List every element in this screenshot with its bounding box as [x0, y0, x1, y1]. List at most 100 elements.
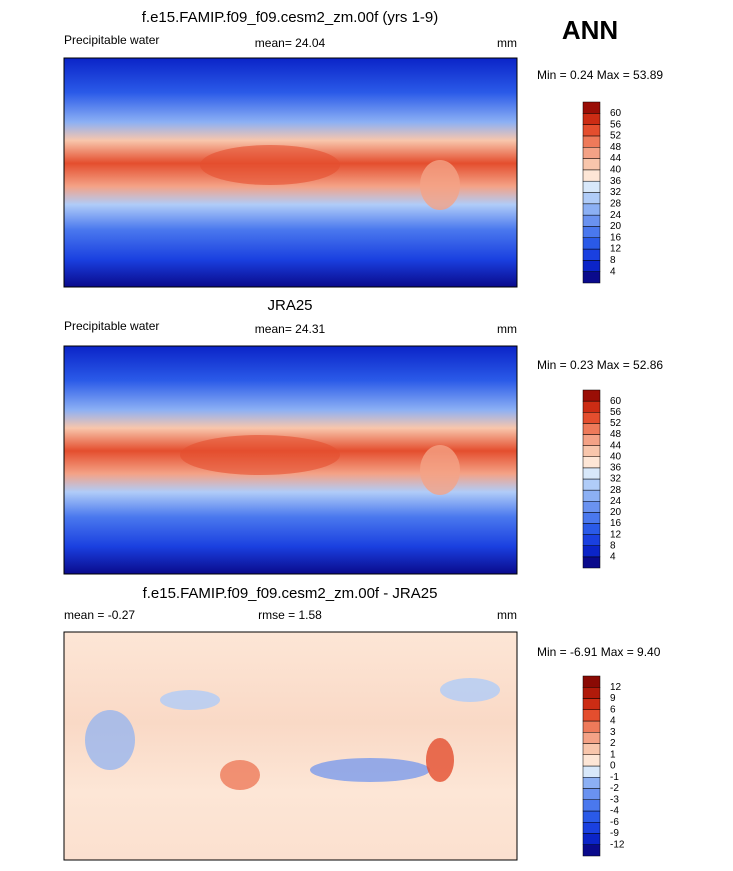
colorbar-box: [582, 180, 601, 193]
colorbar-label: 28: [610, 485, 622, 496]
min-max: Min = 0.24 Max = 53.89: [537, 68, 663, 82]
colorbar-label: -4: [610, 806, 619, 817]
colorbar-box: [582, 810, 601, 823]
colorbar-box: [582, 101, 601, 114]
colorbar-box: [582, 169, 601, 182]
colorbar-box: [582, 456, 601, 469]
colorbar-box: [582, 389, 601, 402]
colorbar-label: 2: [610, 738, 616, 749]
colorbar-box: [582, 754, 601, 767]
colorbar-label: 40: [610, 165, 622, 176]
colorbar-label: 1: [610, 749, 616, 760]
colorbar-label: 24: [610, 496, 622, 507]
colorbar-label: -6: [610, 817, 619, 828]
colorbar-label: 52: [610, 418, 622, 429]
panel-unit: mm: [497, 608, 517, 622]
panel-unit: mm: [497, 322, 517, 336]
colorbar-label: 20: [610, 507, 622, 518]
colorbar-label: 40: [610, 451, 622, 462]
panel-left-label: Precipitable water: [64, 33, 159, 47]
colorbar-box: [582, 844, 601, 857]
panel-title: f.e15.FAMIP.f09_f09.cesm2_zm.00f - JRA25: [143, 585, 438, 602]
colorbar-box: [582, 260, 601, 272]
panel-center-label: mean= 24.31: [255, 322, 326, 336]
colorbar-box: [582, 777, 601, 789]
colorbar-box: [582, 489, 601, 502]
colorbar-box: [582, 135, 601, 148]
colorbar-box: [582, 501, 601, 513]
colorbar-label: 56: [610, 407, 622, 418]
colorbar-box: [582, 556, 601, 569]
colorbar-box: [582, 523, 601, 535]
colorbar-label: 60: [610, 108, 622, 119]
colorbar-box: [582, 534, 601, 546]
colorbar-label: 56: [610, 119, 622, 130]
colorbar-box: [582, 271, 601, 284]
colorbar-box: [582, 822, 601, 834]
colorbar-box: [582, 445, 601, 457]
panel-unit: mm: [497, 36, 517, 50]
colorbar-box: [582, 765, 601, 778]
colorbar-box: [582, 412, 601, 424]
colorbar-box: [582, 512, 601, 524]
panel-title: JRA25: [267, 297, 312, 314]
colorbar-box: [582, 545, 601, 558]
colorbar-label: 9: [610, 693, 616, 704]
colorbar-box: [582, 743, 601, 755]
min-max: Min = 0.23 Max = 52.86: [537, 358, 663, 372]
colorbar-box: [582, 158, 601, 171]
colorbar-label: 3: [610, 727, 616, 738]
colorbar-label: 6: [610, 704, 616, 715]
colorbar-box: [582, 192, 601, 205]
map: [63, 345, 518, 575]
map: [63, 631, 518, 861]
colorbar-label: 4: [610, 716, 616, 727]
colorbar-label: 24: [610, 210, 622, 221]
colorbar-label: 12: [610, 244, 622, 255]
colorbar-label: 48: [610, 429, 622, 440]
colorbar-box: [582, 400, 601, 413]
colorbar-label: 44: [610, 440, 622, 451]
colorbar-box: [582, 799, 601, 812]
colorbar-box: [582, 226, 601, 238]
colorbar-box: [582, 698, 601, 710]
colorbar-box: [582, 124, 601, 137]
colorbar-label: 0: [610, 761, 616, 772]
panel-left-label: Precipitable water: [64, 319, 159, 333]
colorbar-label: 48: [610, 142, 622, 153]
colorbar-box: [582, 833, 601, 845]
colorbar-label: -9: [610, 828, 619, 839]
colorbar-box: [582, 467, 601, 480]
colorbar-label: -3: [610, 794, 619, 805]
colorbar-label: -12: [610, 839, 625, 850]
colorbar-label: 36: [610, 463, 622, 474]
colorbar-label: 32: [610, 187, 622, 198]
colorbar-box: [582, 434, 601, 446]
season-label: ANN: [562, 15, 618, 45]
colorbar-label: 12: [610, 682, 622, 693]
colorbar-box: [582, 478, 601, 491]
panel-title: f.e15.FAMIP.f09_f09.cesm2_zm.00f (yrs 1-…: [142, 9, 439, 26]
panel-center-label: rmse = 1.58: [258, 608, 322, 622]
colorbar-box: [582, 113, 601, 125]
colorbar-label: 52: [610, 131, 622, 142]
colorbar-label: -2: [610, 783, 619, 794]
colorbar-box: [582, 423, 601, 435]
colorbar-label: 44: [610, 153, 622, 164]
colorbar-label: 4: [610, 266, 616, 277]
colorbar-label: -1: [610, 772, 619, 783]
colorbar-box: [582, 687, 601, 699]
colorbar-box: [582, 732, 601, 744]
map: [63, 57, 518, 288]
colorbar-box: [582, 203, 601, 216]
colorbar-label: 8: [610, 540, 616, 551]
colorbar-box: [582, 237, 601, 250]
panel-center-label: mean= 24.04: [255, 36, 326, 50]
colorbar-box: [582, 788, 601, 800]
colorbar-label: 20: [610, 221, 622, 232]
colorbar-box: [582, 720, 601, 733]
colorbar-box: [582, 709, 601, 722]
colorbar-label: 16: [610, 518, 622, 529]
panel-left-label: mean = -0.27: [64, 608, 135, 622]
